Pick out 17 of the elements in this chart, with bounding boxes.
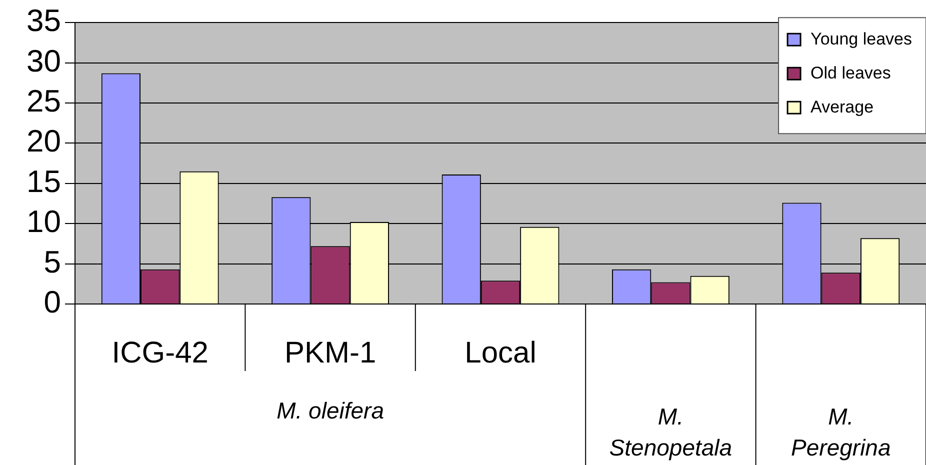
y-tick-label: 30 <box>26 43 61 78</box>
y-tick-label: 15 <box>26 164 61 199</box>
text: M. oleifera <box>276 397 384 424</box>
y-tick-label: 35 <box>26 3 61 38</box>
y-tick-label: 25 <box>26 84 61 119</box>
text: M. Stenopetala <box>609 403 732 460</box>
y-tick-label: 10 <box>26 204 61 240</box>
x-tick-label: PKM-1 <box>284 336 376 370</box>
y-tick-label: 0 <box>44 284 61 320</box>
legend-label: Old leaves <box>810 63 891 82</box>
legend-label: Average <box>810 97 874 116</box>
x-tick-label: ICG-42 <box>112 336 208 370</box>
x-tick-label: Local <box>464 336 536 370</box>
y-tick-label: 5 <box>44 244 61 280</box>
text: M. Peregrina <box>791 403 891 460</box>
legend-label: Young leaves <box>810 29 912 48</box>
y-tick-label: 20 <box>26 124 61 159</box>
